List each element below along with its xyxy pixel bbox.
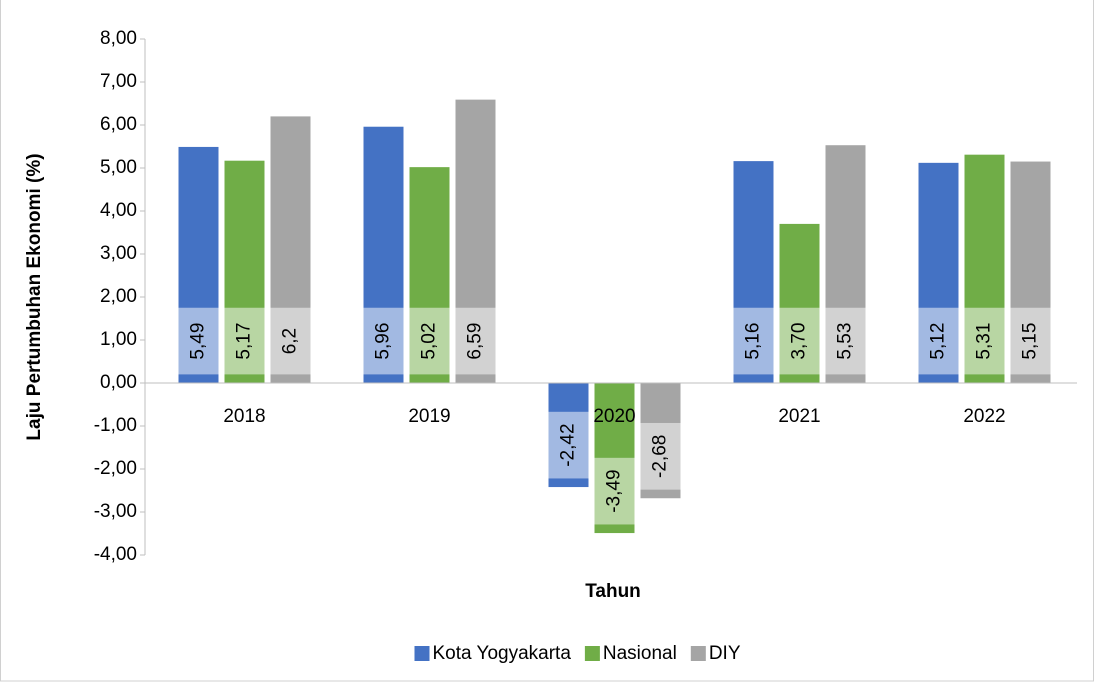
data-label: 5,15 <box>1020 323 1041 360</box>
data-label-box <box>178 307 219 375</box>
x-tick-label: 2020 <box>593 406 635 427</box>
y-tick-label: 5,00 <box>100 157 137 178</box>
y-tick-label: 1,00 <box>100 329 137 350</box>
data-label-box <box>779 307 820 375</box>
x-tick-label: 2019 <box>408 406 450 427</box>
x-tick-label: 2021 <box>778 406 820 427</box>
data-label: 5,16 <box>743 323 764 360</box>
data-label-box <box>455 307 496 375</box>
data-label-box <box>363 307 404 375</box>
legend-label: Nasional <box>603 643 677 664</box>
legend-label: Kota Yogyakarta <box>432 643 571 664</box>
legend-label: DIY <box>709 643 741 664</box>
y-tick-label: 3,00 <box>100 243 137 264</box>
data-label: 5,96 <box>373 323 394 360</box>
legend-swatch <box>690 646 706 661</box>
data-label: -2,68 <box>650 435 671 478</box>
data-label: -3,49 <box>604 469 625 512</box>
data-label: 5,02 <box>419 323 440 360</box>
data-label: 5,31 <box>974 323 995 360</box>
y-tick-label: 6,00 <box>100 114 137 135</box>
legend-swatch <box>584 646 600 661</box>
y-axis-title: Laju Pertumbuhan Ekonomi (%) <box>24 153 45 440</box>
x-axis-title: Tahun <box>585 581 641 602</box>
data-label-box <box>964 307 1005 375</box>
data-label-box <box>733 307 774 375</box>
y-tick-label: 0,00 <box>100 372 137 393</box>
data-label-box <box>1010 307 1051 375</box>
legend-swatch <box>414 646 430 661</box>
y-tick-label: 2,00 <box>100 286 137 307</box>
y-tick-label: 8,00 <box>100 28 137 49</box>
data-label: 5,12 <box>928 323 949 360</box>
y-tick-label: -3,00 <box>94 501 137 522</box>
data-label: 5,49 <box>188 323 209 360</box>
data-label: 6,2 <box>280 328 301 354</box>
y-tick-label: 4,00 <box>100 200 137 221</box>
data-label-box <box>640 422 681 490</box>
data-label-box <box>825 307 866 375</box>
data-label-box <box>270 307 311 375</box>
y-tick-label: -2,00 <box>94 458 137 479</box>
y-tick-label: -4,00 <box>94 544 137 565</box>
data-label-box <box>548 411 589 479</box>
x-tick-label: 2022 <box>963 406 1005 427</box>
legend: Kota Yogyakarta Nasional DIY <box>414 643 741 664</box>
x-tick-label: 2018 <box>223 406 265 427</box>
data-label: -2,42 <box>558 423 579 466</box>
y-tick-label: -1,00 <box>94 415 137 436</box>
data-label: 3,70 <box>789 323 810 360</box>
y-tick-label: 7,00 <box>100 71 137 92</box>
data-label-box <box>918 307 959 375</box>
data-label: 5,17 <box>234 323 255 360</box>
data-label: 6,59 <box>465 323 486 360</box>
data-label-box <box>224 307 265 375</box>
data-label-box <box>409 307 450 375</box>
data-label-box <box>594 457 635 525</box>
data-label: 5,53 <box>835 323 856 360</box>
